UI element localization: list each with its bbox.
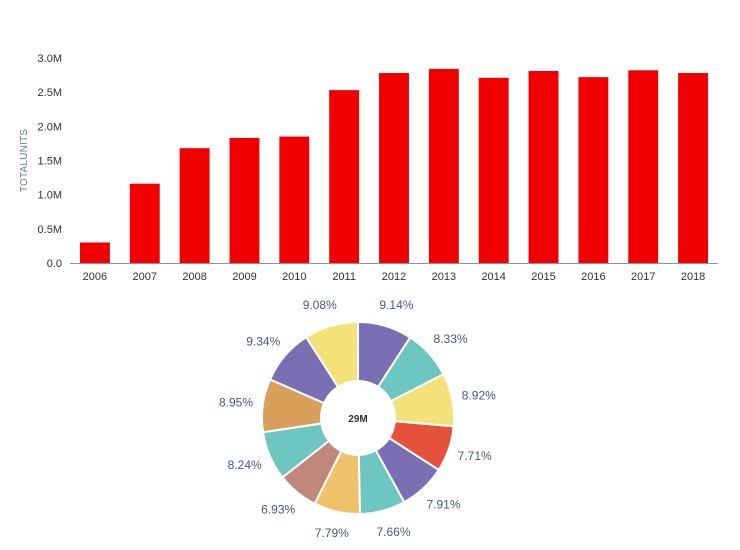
y-tick-label: 1.5M (38, 156, 62, 168)
x-tick-label: 2011 (332, 271, 356, 283)
y-tick-label: 0.0 (47, 258, 62, 270)
bar-2018 (678, 73, 709, 264)
bar-2015 (528, 70, 559, 263)
pie-slice-label: 9.34% (246, 334, 280, 348)
bar-2007 (129, 183, 160, 263)
x-tick-label: 2010 (282, 271, 306, 283)
pie-slice-label: 7.79% (315, 526, 349, 540)
bar-2017 (628, 70, 659, 263)
x-tick-label: 2015 (531, 271, 555, 283)
x-tick-label: 2016 (581, 271, 605, 283)
bar-2011 (329, 90, 360, 263)
bar-2013 (428, 68, 459, 263)
x-tick-label: 2014 (481, 271, 505, 283)
pie-slice-12 (304, 320, 359, 389)
y-tick-label: 2.0M (38, 121, 62, 133)
pie-slice-label: 9.14% (379, 298, 413, 312)
y-tick-label: 0.5M (38, 224, 62, 236)
x-tick-label: 2017 (631, 271, 655, 283)
x-tick-label: 2018 (681, 271, 705, 283)
pie-slice-label: 9.08% (303, 298, 337, 312)
bar-2006 (79, 242, 110, 263)
y-axis-title: TOTALUNITS (19, 129, 30, 192)
x-tick-label: 2012 (382, 271, 406, 283)
pie-slice-label: 8.92% (462, 388, 496, 402)
y-tick-label: 2.5M (38, 87, 62, 99)
x-tick-label: 2008 (182, 271, 206, 283)
x-tick-label: 2009 (232, 271, 256, 283)
bar-2014 (478, 77, 509, 263)
x-tick-label: 2006 (83, 271, 107, 283)
bar-2016 (578, 77, 609, 263)
y-tick-label: 1.0M (38, 190, 62, 202)
pie-slice-label: 7.66% (376, 525, 410, 539)
pie-slice-label: 8.24% (228, 458, 262, 472)
bar-2010 (279, 136, 310, 263)
bar-2009 (229, 137, 260, 263)
pie-slice-label: 8.33% (434, 332, 468, 346)
pie-slice-label: 8.95% (219, 395, 253, 409)
x-tick-label: 2007 (133, 271, 157, 283)
pie-slice-label: 7.91% (426, 497, 460, 511)
pie-slice-label: 6.93% (261, 502, 295, 516)
pie-center-total: 29M (348, 414, 367, 425)
pie-slice-label: 7.71% (458, 449, 492, 463)
x-tick-label: 2013 (432, 271, 456, 283)
bar-2008 (179, 148, 210, 263)
y-tick-label: 3.0M (38, 53, 62, 65)
bar-2012 (379, 73, 409, 264)
